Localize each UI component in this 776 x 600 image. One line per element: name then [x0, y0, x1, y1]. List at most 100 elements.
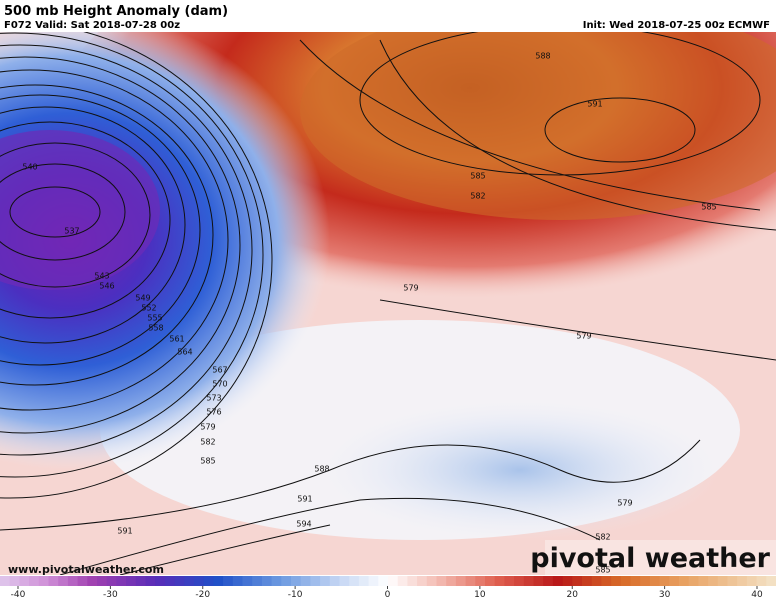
colorbar-swatch [116, 576, 127, 586]
colorbar-swatch [349, 576, 360, 586]
colorbar-swatch [572, 576, 583, 586]
contour-label: 579 [576, 332, 591, 341]
contour-label: 573 [206, 394, 221, 403]
colorbar-swatch [155, 576, 166, 586]
colorbar-swatch [436, 576, 447, 586]
contour-label: 588 [314, 465, 329, 474]
colorbar-swatch [184, 576, 195, 586]
colorbar-swatch [659, 576, 670, 586]
watermark: pivotal weather [530, 543, 770, 574]
colorbar-swatch [271, 576, 282, 586]
colorbar-swatch [291, 576, 302, 586]
colorbar-swatch [504, 576, 515, 586]
colorbar-swatch [106, 576, 117, 586]
colorbar-swatch [48, 576, 59, 586]
colorbar-swatch [562, 576, 573, 586]
colorbar-tick-label: -30 [103, 590, 118, 600]
contour-label: 549 [135, 294, 150, 303]
contour-label: 576 [206, 408, 221, 417]
contour-label: 588 [535, 52, 550, 61]
colorbar-swatch [358, 576, 370, 586]
contour-label: 591 [117, 527, 132, 536]
init-time: Init: Wed 2018-07-25 00z ECMWF [583, 20, 770, 31]
colorbar-swatch [58, 576, 69, 586]
contour-label: 552 [141, 304, 156, 313]
colorbar-swatch [320, 576, 331, 586]
colorbar-swatch [446, 576, 457, 586]
colorbar-swatch [426, 576, 437, 586]
colorbar-swatch [281, 576, 292, 586]
contour-label: 582 [595, 533, 610, 542]
colorbar-swatch [213, 576, 224, 586]
contour-label: 579 [403, 284, 418, 293]
colorbar-swatch [688, 576, 699, 586]
colorbar-swatch [611, 576, 622, 586]
contour-label: 537 [64, 227, 79, 236]
colorbar-swatch [232, 576, 243, 586]
colorbar-swatch [378, 576, 389, 586]
colorbar-swatch [29, 576, 40, 586]
colorbar-swatch [174, 576, 185, 586]
contour-label: 585 [470, 172, 485, 181]
contour-label: 585 [595, 566, 610, 575]
colorbar-tick-label: -40 [11, 590, 26, 600]
colorbar-swatch [0, 576, 11, 586]
valid-time: F072 Valid: Sat 2018-07-28 00z [4, 20, 180, 31]
contour-label: 582 [200, 438, 215, 447]
colorbar-swatch [485, 576, 496, 586]
colorbar-swatch [67, 576, 79, 586]
contour-label: 564 [177, 348, 192, 357]
colorbar-swatch [126, 576, 137, 586]
colorbar-tick-label: -20 [195, 590, 210, 600]
contour-label: 561 [169, 335, 184, 344]
colorbar-swatch [543, 576, 554, 586]
colorbar-tick-label: 0 [385, 590, 391, 600]
colorbar-swatch [145, 576, 156, 586]
colorbar-tick-label: 20 [567, 590, 579, 600]
colorbar-swatch [87, 576, 98, 586]
colorbar-swatch [727, 576, 738, 586]
colorbar-swatch [717, 576, 728, 586]
colorbar-swatch [620, 576, 631, 586]
colorbar-swatch [582, 576, 593, 586]
colorbar-tick-label: 30 [659, 590, 671, 600]
colorbar-tick-label: 40 [751, 590, 763, 600]
source-url: www.pivotalweather.com [8, 563, 164, 576]
contour-label: 540 [22, 163, 37, 172]
colorbar-swatch [756, 576, 767, 586]
contour-label: 594 [296, 520, 311, 529]
colorbar-swatch [38, 576, 49, 586]
contour-label: 558 [148, 324, 163, 333]
colorbar-tick-label: -10 [288, 590, 303, 600]
contours [0, 32, 776, 575]
map-title: 500 mb Height Anomaly (dam) [4, 4, 228, 19]
colorbar-swatch [640, 576, 651, 586]
colorbar-swatch [310, 576, 321, 586]
colorbar-swatch [203, 576, 214, 586]
colorbar-swatch [455, 576, 467, 586]
colorbar-swatch [194, 576, 205, 586]
colorbar-swatch [164, 576, 176, 586]
contour-label: 591 [587, 100, 602, 109]
colorbar-swatch [9, 576, 20, 586]
colorbar-swatch [630, 576, 641, 586]
colorbar-swatch [475, 576, 486, 586]
colorbar-swatch [465, 576, 476, 586]
colorbar-swatch [766, 576, 776, 586]
contour-label: 579 [617, 499, 632, 508]
contour-label: 570 [212, 380, 227, 389]
colorbar-swatch [223, 576, 234, 586]
contour-label: 579 [200, 423, 215, 432]
colorbar-swatch [77, 576, 88, 586]
colorbar-swatch [737, 576, 748, 586]
colorbar-swatch [679, 576, 690, 586]
colorbar-swatch [407, 576, 418, 586]
colorbar-swatch [261, 576, 273, 586]
contour-label: 555 [147, 314, 162, 323]
colorbar-swatch [494, 576, 505, 586]
colorbar-swatch [397, 576, 408, 586]
contour-label: 582 [470, 192, 485, 201]
colorbar-swatch [523, 576, 534, 586]
contour-label: 585 [701, 203, 716, 212]
